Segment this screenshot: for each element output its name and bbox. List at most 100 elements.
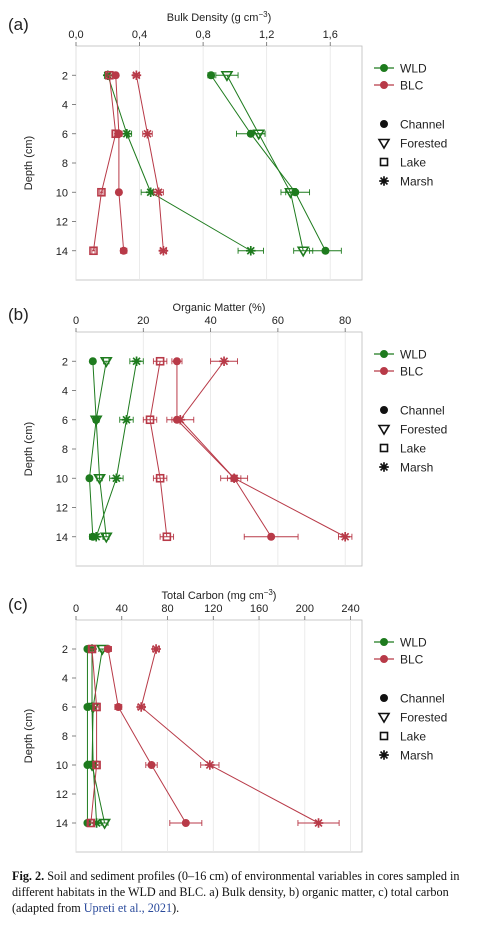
y-tick-label: 8 <box>62 731 68 743</box>
series-line <box>95 361 107 537</box>
legend-label-lake: Lake <box>400 156 426 170</box>
legend-marker-channel <box>380 120 388 128</box>
legend-marker-lake <box>379 443 389 453</box>
data-point-lake <box>105 70 114 80</box>
data-point-channel <box>267 532 276 541</box>
legend-label-marsh: Marsh <box>400 175 433 189</box>
error-bar <box>91 247 96 254</box>
series-blc-lake <box>86 644 101 828</box>
panel-label: (c) <box>8 595 28 614</box>
axis-title: Total Carbon (mg cm−3) <box>162 588 277 602</box>
series-blc-lake <box>142 356 175 542</box>
x-tick-label: 0,4 <box>132 29 147 41</box>
error-bar <box>152 358 168 365</box>
error-bar <box>293 247 314 254</box>
y-axis-label: Depth (cm) <box>23 136 35 190</box>
x-tick-label: 20 <box>137 315 149 327</box>
y-tick-label: 12 <box>56 217 68 229</box>
x-tick-label: 60 <box>272 315 284 327</box>
series-blc-lake <box>89 70 121 256</box>
chart-panel-3: (c) Total Carbon (mg cm−3) 0 40 80 120 160 200 2… <box>8 588 447 853</box>
error-bar <box>99 189 104 196</box>
y-tick-label: 4 <box>62 100 68 112</box>
series-line <box>210 74 326 251</box>
data-point-marsh <box>145 187 156 198</box>
data-point-lake <box>162 532 172 542</box>
data-point-forested <box>296 246 310 258</box>
data-point-marsh <box>205 760 215 770</box>
legend-label-lake: Lake <box>400 730 426 744</box>
series-blc-channel <box>171 357 299 541</box>
legend-marker-channel <box>380 406 388 414</box>
series-line <box>107 648 187 824</box>
data-point-marsh <box>219 356 229 367</box>
data-point-marsh <box>131 356 142 367</box>
y-tick-label: 8 <box>62 444 68 456</box>
legend-marker-marsh <box>379 750 389 760</box>
data-point-marsh <box>153 187 164 198</box>
chart-panel-2: (b) Organic Matter (%) 0 20 40 60 80 2 4 6 8 10 12 14… <box>8 302 447 567</box>
error-bar <box>89 646 95 652</box>
caption-end: ). <box>172 901 180 915</box>
caption-label: Fig. 2. <box>12 869 45 883</box>
y-tick-label: 14 <box>56 818 68 830</box>
data-point-marsh <box>229 473 239 484</box>
caption-text: Soil and sediment profiles (0–16 cm) of … <box>12 869 460 915</box>
y-tick-label: 8 <box>62 158 68 170</box>
y-tick-label: 14 <box>56 532 68 544</box>
error-bar <box>93 704 100 710</box>
axis-title: Bulk Density (g cm−3) <box>167 10 272 24</box>
error-bar <box>93 762 100 768</box>
error-bar <box>251 130 266 137</box>
legend-label-marsh: Marsh <box>400 749 433 763</box>
series-line <box>90 648 98 824</box>
legend-label-blc: BLC <box>400 365 424 379</box>
legend-marker-lake <box>379 731 389 741</box>
series-line <box>226 75 304 251</box>
y-tick-label: 2 <box>62 644 68 656</box>
legend-marker-blc <box>380 367 388 375</box>
series-line <box>88 361 97 537</box>
legend-marker-wld <box>380 350 388 358</box>
data-point-marsh <box>151 644 161 654</box>
caption-citation-link[interactable]: Upreti et al., 2021 <box>83 901 173 915</box>
y-axis-label: Depth (cm) <box>23 422 35 476</box>
legend-marker-forested <box>377 138 391 150</box>
error-bar <box>88 820 94 826</box>
plot-frame <box>75 619 363 853</box>
legend-label-channel: Channel <box>400 404 445 418</box>
series-blc-marsh <box>131 70 169 256</box>
data-point-channel <box>114 703 123 711</box>
x-tick-label: 80 <box>161 603 173 615</box>
x-tick-label: 0,0 <box>68 29 83 41</box>
x-tick-label: 200 <box>296 603 314 615</box>
data-point-lake <box>87 644 97 654</box>
data-point-channel <box>104 645 113 653</box>
x-tick-label: 40 <box>204 315 216 327</box>
y-tick-label: 14 <box>56 246 68 258</box>
data-point-lake <box>111 129 121 139</box>
legend-marker-marsh <box>379 462 389 472</box>
legend-label-wld: WLD <box>400 62 427 76</box>
axis-title: Organic Matter (%) <box>173 302 266 314</box>
series-line <box>91 649 98 824</box>
series-line <box>135 75 164 251</box>
data-point-channel <box>321 246 330 255</box>
data-point-channel <box>119 246 128 255</box>
y-tick-label: 2 <box>62 70 68 82</box>
y-tick-label: 6 <box>62 129 68 141</box>
y-tick-label: 4 <box>62 673 68 685</box>
plot-frame <box>75 331 363 567</box>
series-wld-channel <box>83 645 92 827</box>
series-line <box>149 361 168 537</box>
x-tick-label: 1,2 <box>259 29 274 41</box>
data-point-marsh <box>87 702 97 712</box>
series-line <box>92 75 117 251</box>
data-point-forested <box>284 187 297 199</box>
legend-label-blc: BLC <box>400 79 424 93</box>
data-point-lake <box>92 760 101 770</box>
panel-label: (b) <box>8 305 29 324</box>
data-point-channel <box>114 188 123 197</box>
error-bar <box>142 416 158 423</box>
